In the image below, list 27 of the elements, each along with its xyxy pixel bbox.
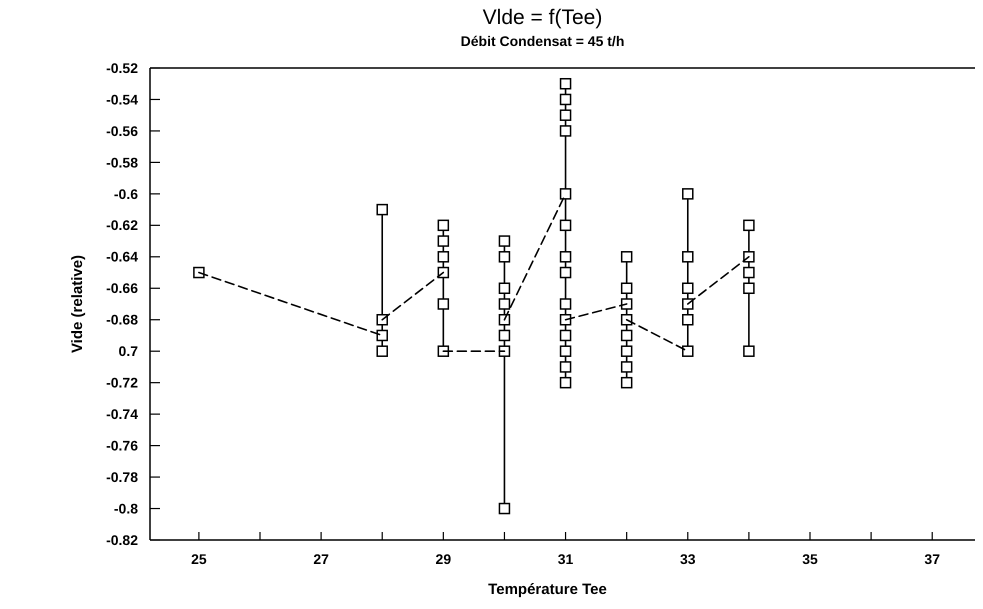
y-tick-label: -0.54 — [106, 91, 138, 108]
y-tick-label: -0.74 — [106, 406, 138, 422]
x-tick-label: 31 — [558, 551, 574, 567]
x-tick-label: 33 — [680, 551, 696, 567]
y-tick-label: -0.68 — [106, 312, 138, 328]
x-tick-label: 29 — [436, 551, 452, 567]
y-tick-label: -0.6 — [114, 186, 138, 202]
x-tick-label: 27 — [313, 551, 330, 567]
y-tick-label: -0.62 — [106, 217, 138, 234]
y-tick-label: -0.64 — [106, 248, 138, 265]
y-tick-label: -0.82 — [106, 532, 138, 548]
y-tick-label: -0.72 — [106, 374, 138, 391]
x-tick-label: 37 — [924, 551, 940, 567]
x-tick-label: 25 — [191, 551, 207, 567]
y-tick-label: -0.52 — [106, 60, 138, 76]
y-tick-label: -0.76 — [106, 438, 138, 454]
y-axis-title: Vide (relative) — [69, 254, 86, 354]
y-tick-label: 0.7 — [118, 343, 138, 360]
y-tick-label: -0.58 — [106, 154, 138, 170]
chart-subtitle: Débit Condensat = 45 t/h — [460, 33, 624, 49]
y-tick-label: -0.56 — [106, 122, 138, 139]
chart-title: Vlde = f(Tee) — [482, 6, 602, 29]
y-tick-label: -0.66 — [106, 280, 138, 296]
y-tick-label: -0.8 — [114, 500, 138, 516]
x-axis-title: Température Tee — [488, 581, 607, 598]
y-tick-label: -0.78 — [106, 468, 138, 485]
x-tick-label: 35 — [802, 551, 818, 567]
